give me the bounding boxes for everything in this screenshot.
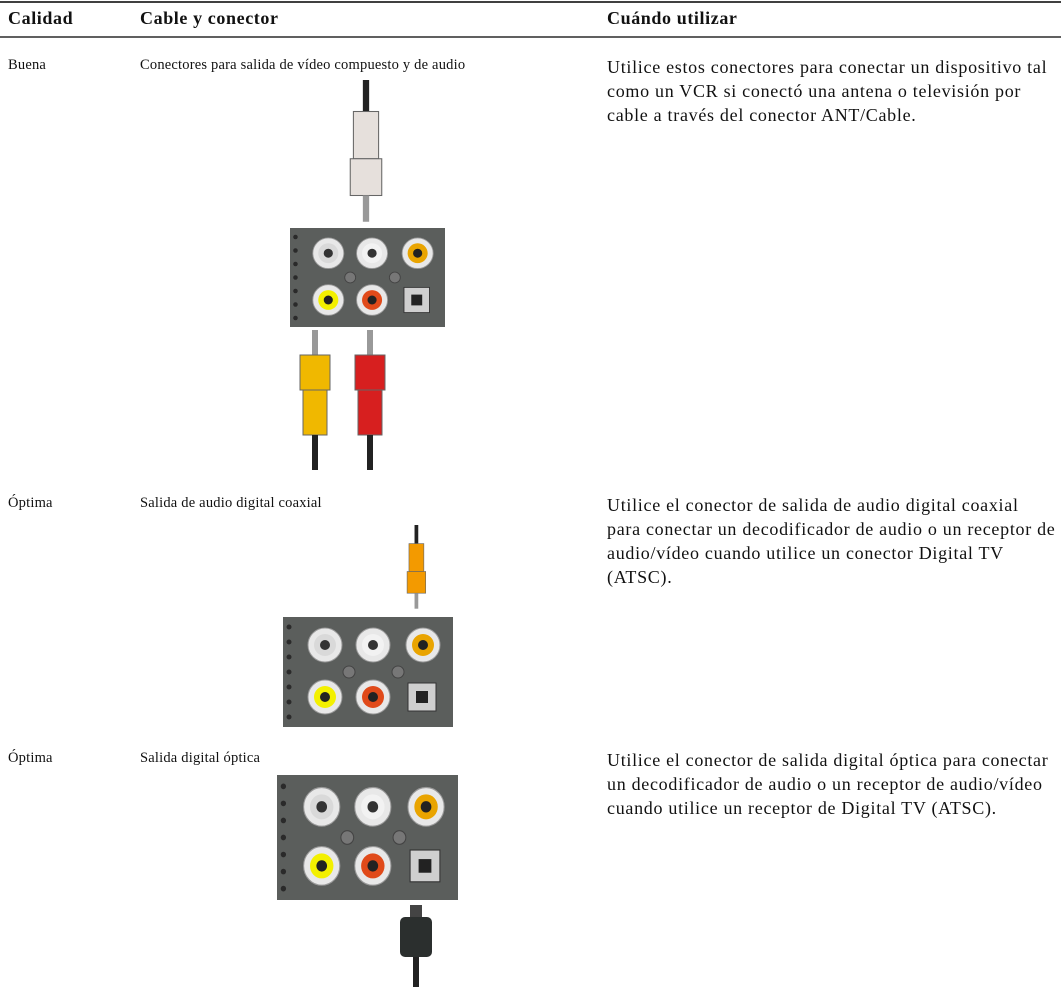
panel-hole — [293, 248, 298, 253]
panel-hole — [286, 669, 292, 675]
cable — [413, 957, 419, 987]
plug-tip — [362, 195, 370, 222]
plug-body — [400, 917, 432, 957]
panel-hole — [286, 699, 292, 705]
panel-hole — [293, 302, 298, 307]
usage-cell: Utilice el conector de salida digital óp… — [607, 750, 1049, 818]
panel-hole — [286, 639, 292, 645]
connector-art — [277, 80, 458, 987]
jack-core — [418, 640, 428, 650]
panel-hole — [286, 714, 292, 720]
cable-cell: Salida digital óptica — [140, 750, 261, 766]
jack-core — [368, 640, 378, 650]
panel-hole — [280, 851, 287, 858]
panel-hole — [286, 654, 292, 660]
plug-boot — [302, 389, 328, 436]
cable — [414, 525, 419, 544]
jack-core — [367, 295, 377, 305]
plug-body — [349, 158, 383, 197]
rca-plug — [299, 330, 331, 470]
rca-plug — [349, 80, 383, 222]
optical-hole — [411, 294, 423, 306]
panel-hole — [286, 684, 292, 690]
plug-tip — [367, 330, 373, 355]
jack-core — [367, 801, 379, 813]
quality-cell: Óptima — [8, 750, 53, 766]
panel-hole — [286, 624, 292, 630]
panel-hole — [280, 783, 287, 790]
panel-hole — [280, 817, 287, 824]
cable — [362, 80, 370, 112]
panel-hole — [280, 800, 287, 807]
usage-cell: Utilice el conector de salida de audio d… — [607, 495, 1056, 587]
jack-core — [316, 801, 328, 813]
jack-core — [316, 860, 328, 872]
jack-panel — [277, 775, 458, 900]
plug-body — [354, 354, 386, 391]
header-cell: Calidad — [8, 8, 74, 28]
rca-plug — [406, 525, 427, 609]
screw — [388, 271, 401, 284]
screw — [340, 830, 355, 845]
quality-cell: Buena — [8, 57, 47, 73]
jack-core — [420, 801, 432, 813]
panel-hole — [293, 315, 298, 321]
jack-panel — [283, 617, 453, 727]
jack-core — [413, 248, 423, 258]
optical-plug — [400, 905, 432, 987]
plug-body — [299, 354, 331, 391]
panel-hole — [280, 868, 287, 875]
cable-cell: Salida de audio digital coaxial — [140, 495, 322, 511]
jack-core — [320, 640, 330, 650]
cable — [367, 435, 373, 470]
jack-core — [323, 295, 333, 305]
plug-tip — [410, 905, 422, 917]
panel-hole — [293, 234, 298, 240]
screw — [391, 665, 405, 679]
optical-hole — [418, 859, 432, 873]
jack-core — [367, 248, 377, 258]
plug-tip — [312, 330, 318, 355]
plug-boot — [408, 543, 425, 572]
screw — [392, 830, 407, 845]
jack-core — [368, 692, 378, 702]
cable — [312, 435, 318, 470]
panel-hole — [280, 885, 287, 892]
panel-hole — [293, 261, 298, 267]
panel-hole — [293, 275, 298, 280]
rca-plug — [354, 330, 386, 470]
plug-tip — [414, 593, 419, 609]
cable-cell: Conectores para salida de vídeo compuest… — [140, 57, 466, 73]
optical-hole — [416, 691, 428, 703]
jack-core — [367, 860, 379, 872]
plug-boot — [357, 389, 383, 436]
plug-boot — [352, 110, 380, 160]
screw — [342, 665, 356, 679]
plug-body — [406, 571, 427, 594]
usage-cell: Utilice estos conectores para conectar u… — [607, 57, 1048, 125]
optical-port — [407, 682, 437, 712]
jack-core — [320, 692, 330, 702]
jack-panel — [290, 228, 445, 327]
header-cell: Cuándo utilizar — [607, 8, 738, 28]
header-cell: Cable y conector — [140, 8, 279, 28]
jack-core — [323, 248, 333, 258]
panel-hole — [280, 834, 287, 841]
screw — [344, 271, 357, 284]
quality-cell: Óptima — [8, 495, 53, 511]
panel-hole — [293, 288, 298, 294]
